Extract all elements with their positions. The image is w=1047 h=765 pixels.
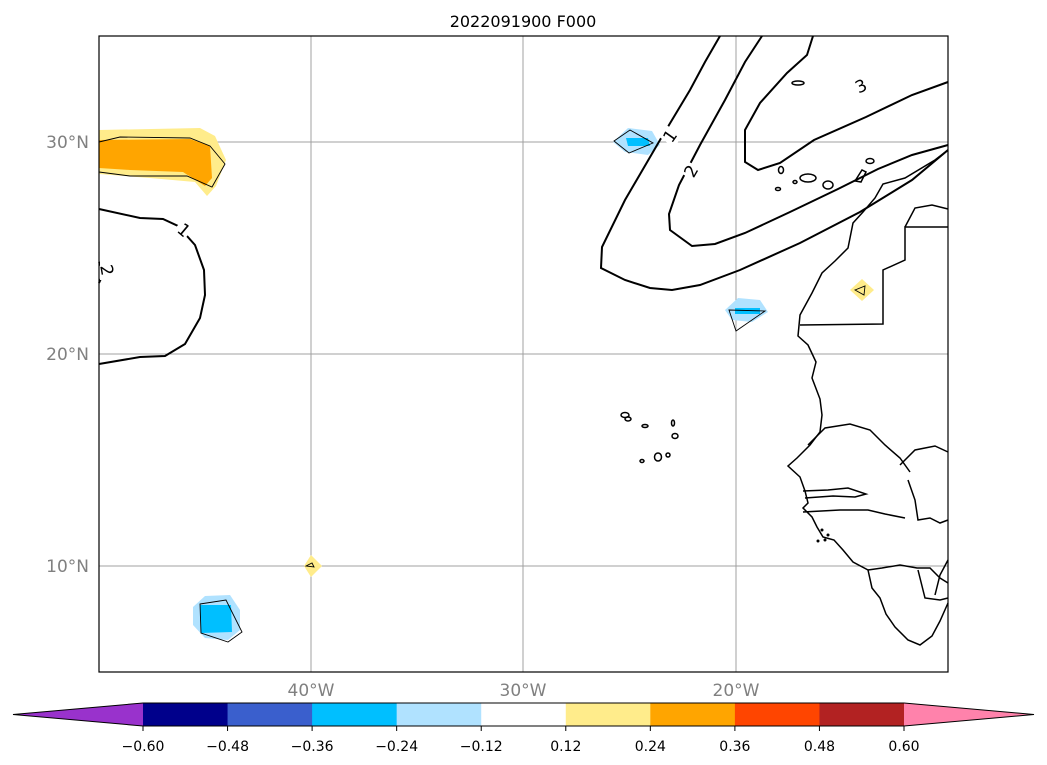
island [639,458,645,464]
colorbar-tick-label: −0.36 [291,739,334,755]
africa-coastline [786,149,949,646]
map-title: 2022091900 F000 [450,12,597,31]
contour-label-2-west: 2 [95,263,117,277]
contour-1-east [599,35,949,292]
shade-outlines [98,129,866,643]
island [665,452,671,458]
contour-label-box [678,159,704,183]
outline-coast [853,285,866,296]
border-mauritania [807,423,911,473]
blob [822,180,834,190]
lat-label-30n: 30°N [46,133,89,153]
island [653,452,663,462]
coastlines [786,149,949,646]
island [823,538,827,542]
contour-label-box [171,217,195,243]
border-liberia [917,569,949,601]
colorbar-tick-label: −0.12 [460,739,503,755]
colorbar-segment [312,703,398,726]
island [816,539,820,543]
colorbar-segment [481,703,567,726]
lon-label-20w: 20°W [713,681,760,701]
small-contours [774,80,875,192]
border-north [904,204,949,228]
positive-anomaly-inner-nw [99,139,212,186]
blob [853,169,868,183]
lon-labels: 40°W 30°W 20°W [288,681,760,701]
border-ivory-coast [934,559,949,596]
bissagos-islands [816,528,830,543]
negative-anomaly-inner-north [626,138,650,146]
island [624,416,632,422]
colorbar-segment [734,703,820,726]
colorbar-tick-label: −0.24 [375,739,418,755]
blob [774,186,782,192]
cape-verde-islands [620,411,679,464]
outline-nw [98,136,226,188]
map-panel: 1 2 1 2 3 [95,35,949,673]
blob [792,179,798,185]
outline-south [199,599,243,643]
colorbar-tick-label: 0.12 [550,739,581,755]
island [641,423,649,429]
island [671,432,679,440]
lat-label-20n: 20°N [46,345,89,365]
colorbar-segment [650,703,736,726]
contour-3-east [744,35,949,172]
border-mali [899,445,949,466]
contour-label-box [850,73,872,99]
colorbar-segment [143,703,229,726]
island [820,528,824,532]
border-guinea-bissau [802,509,906,519]
gambia [802,487,869,499]
outline-dot [304,562,315,568]
positive-anomaly-coast [850,279,874,301]
contour-label-box [657,124,683,148]
negative-anomaly-inner-south [200,605,232,633]
lat-labels: 30°N 20°N 10°N [46,133,89,577]
colorbar-tick-label: 0.24 [635,739,666,755]
blob [865,157,875,165]
colorbar-segment [565,703,651,726]
colorbar-segment [227,703,313,726]
island [670,419,676,427]
colorbar-tick-label: 0.60 [888,739,919,755]
colorbar: −0.60 −0.48 −0.36 −0.24 −0.12 0.12 0.24 0.36 0.4… [12,702,1035,755]
colorbar-tick-label: −0.60 [122,739,165,755]
colorbar-tick-label: 0.36 [719,739,750,755]
colorbar-extend-left [13,703,143,726]
lon-label-40w: 40°W [288,681,335,701]
border-guinea [907,479,949,524]
island [826,533,830,537]
contour-label-box [100,260,114,280]
map-frame [98,35,949,673]
colorbar-segment [396,703,482,726]
contour-1-west [98,208,207,365]
lat-label-10n: 10°N [46,557,89,577]
lon-label-30w: 30°W [500,681,547,701]
colorbar-segment [819,703,905,726]
outline-east [728,309,767,332]
blob [791,80,805,86]
colorbar-tick-label: 0.48 [804,739,835,755]
border-western-sahara [799,226,948,326]
blob [777,165,785,175]
colorbar-extend-right [904,703,1034,726]
colorbar-tick-label: −0.48 [206,739,249,755]
negative-anomaly-inner-east [735,308,760,314]
outline-north [613,129,655,154]
blob [799,173,817,183]
gridlines [99,36,948,672]
